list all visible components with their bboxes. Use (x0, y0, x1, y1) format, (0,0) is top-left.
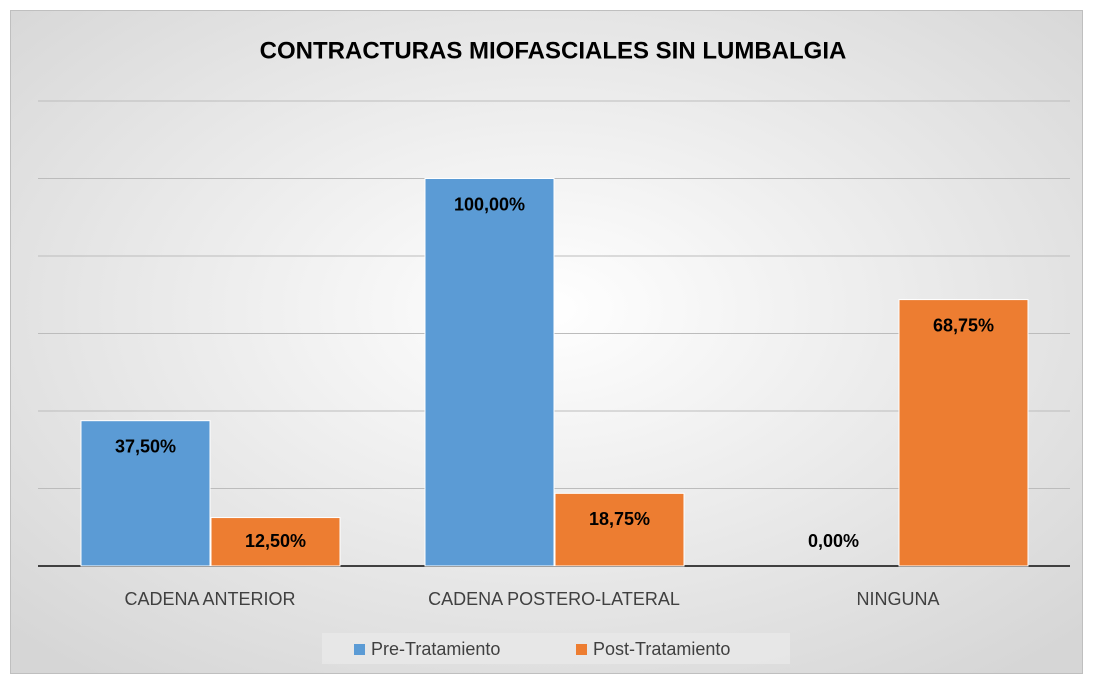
bar (424, 178, 555, 567)
data-label: 37,50% (115, 436, 176, 456)
data-label: 12,50% (245, 531, 306, 551)
x-tick-label: CADENA POSTERO-LATERAL (428, 589, 680, 609)
bar (80, 420, 211, 567)
legend-swatch (576, 644, 587, 655)
bar (898, 299, 1029, 567)
data-label: 68,75% (933, 315, 994, 335)
data-label: 0,00% (808, 531, 859, 551)
chart-title: CONTRACTURAS MIOFASCIALES SIN LUMBALGIA (260, 37, 847, 64)
data-label: 18,75% (589, 509, 650, 529)
legend-label: Post-Tratamiento (593, 639, 730, 659)
legend-label: Pre-Tratamiento (371, 639, 500, 659)
bar (210, 517, 341, 567)
legend-box (322, 633, 790, 664)
x-tick-label: NINGUNA (856, 589, 939, 609)
legend-swatch (354, 644, 365, 655)
bar (554, 492, 685, 567)
data-label: 100,00% (454, 194, 525, 214)
x-tick-label: CADENA ANTERIOR (124, 589, 295, 609)
